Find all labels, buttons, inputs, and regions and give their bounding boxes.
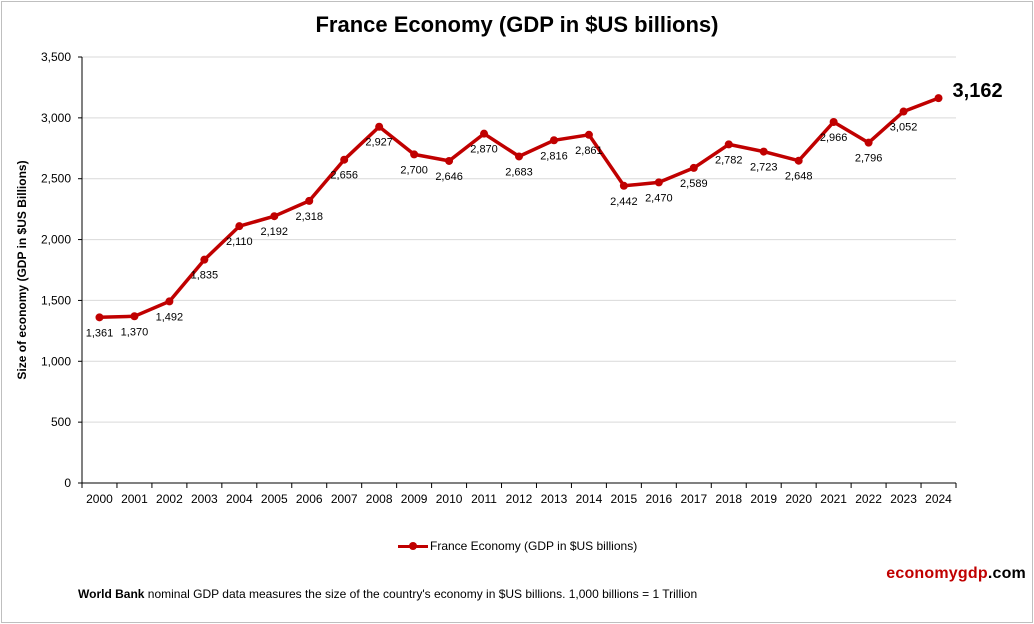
data-label: 1,835 <box>191 270 219 282</box>
x-tick-label: 2008 <box>366 492 393 506</box>
data-point <box>480 129 489 138</box>
data-point <box>305 196 314 205</box>
x-tick-label: 2014 <box>576 492 603 506</box>
x-tick-label: 2019 <box>750 492 777 506</box>
data-label: 2,782 <box>715 154 743 166</box>
brand-part-economy: economy <box>886 565 958 582</box>
y-tick-label: 1,000 <box>41 354 71 368</box>
data-label: 2,648 <box>785 171 813 183</box>
data-point <box>584 130 593 139</box>
x-tick-label: 2005 <box>261 492 288 506</box>
data-point <box>759 147 768 156</box>
data-point <box>515 152 523 161</box>
y-tick-label: 3,500 <box>41 50 71 64</box>
data-label: 2,683 <box>505 166 533 178</box>
footer-text: nominal GDP data measures the size of th… <box>144 587 698 601</box>
y-tick-label: 2,000 <box>41 233 71 247</box>
data-point <box>375 122 384 131</box>
x-tick-label: 2010 <box>436 492 463 506</box>
x-tick-label: 2007 <box>331 492 358 506</box>
y-tick-label: 3,000 <box>41 111 71 125</box>
x-tick-label: 2009 <box>401 492 428 506</box>
data-label: 2,656 <box>330 170 358 182</box>
x-tick-label: 2023 <box>890 492 917 506</box>
brand-logo: economygdp.com <box>886 565 1026 583</box>
data-label: 2,870 <box>470 144 498 156</box>
legend: France Economy (GDP in $US billions) <box>398 539 637 553</box>
x-tick-label: 2021 <box>820 492 847 506</box>
data-label: 1,492 <box>156 311 184 323</box>
data-point <box>654 178 663 187</box>
x-tick-label: 2003 <box>191 492 218 506</box>
x-tick-label: 2000 <box>86 492 113 506</box>
footer-source: World Bank <box>78 587 145 601</box>
x-tick-label: 2018 <box>715 492 742 506</box>
data-label: 2,192 <box>261 226 289 238</box>
chart-title: France Economy (GDP in $US billions) <box>315 12 719 37</box>
x-tick-label: 2024 <box>925 492 952 506</box>
data-point <box>235 222 244 231</box>
x-tick-label: 2006 <box>296 492 323 506</box>
data-label: 1,361 <box>86 327 114 339</box>
data-label-highlight: 3,162 <box>953 80 1003 102</box>
x-tick-label: 2012 <box>506 492 533 506</box>
data-point <box>899 107 908 116</box>
brand-part-com: .com <box>987 565 1026 582</box>
x-tick-label: 2002 <box>156 492 183 506</box>
x-tick-label: 2001 <box>121 492 148 506</box>
data-label: 2,700 <box>400 164 428 176</box>
data-label: 2,966 <box>820 132 848 144</box>
x-tick-label: 2015 <box>611 492 638 506</box>
data-label: 2,796 <box>855 153 883 165</box>
data-label: 2,110 <box>226 236 253 248</box>
x-tick-label: 2013 <box>541 492 568 506</box>
y-tick-label: 0 <box>64 476 71 490</box>
x-tick-label: 2016 <box>645 492 672 506</box>
y-axis-title: Size of economy (GDP in $US Billions) <box>15 160 29 379</box>
legend-label: France Economy (GDP in $US billions) <box>430 539 638 553</box>
data-label: 2,442 <box>610 196 638 208</box>
data-label: 1,370 <box>121 326 149 338</box>
legend-swatch <box>398 540 428 552</box>
data-label: 2,927 <box>365 137 393 149</box>
data-label: 2,318 <box>295 211 323 223</box>
data-point <box>445 156 454 165</box>
data-point <box>410 150 419 159</box>
x-tick-label: 2022 <box>855 492 882 506</box>
data-point <box>794 156 803 165</box>
series-line <box>97 96 941 320</box>
data-label: 2,816 <box>540 150 568 162</box>
data-label: 2,589 <box>680 178 708 190</box>
data-point <box>549 136 558 145</box>
data-label: 2,470 <box>645 192 673 204</box>
data-point <box>619 181 628 190</box>
data-label: 2,646 <box>435 171 463 183</box>
data-point <box>130 312 139 321</box>
y-tick-label: 1,500 <box>41 293 71 307</box>
data-point <box>165 297 174 306</box>
brand-part-gdp: gdp <box>957 565 988 582</box>
data-label: 2,723 <box>750 162 778 174</box>
data-point <box>270 212 279 221</box>
x-tick-label: 2011 <box>471 492 497 506</box>
data-point <box>829 117 838 126</box>
x-tick-label: 2020 <box>785 492 812 506</box>
x-tick-label: 2017 <box>680 492 707 506</box>
data-point <box>340 155 349 164</box>
data-point <box>864 138 873 147</box>
data-point <box>689 163 698 172</box>
footer-note: World Bank nominal GDP data measures the… <box>78 587 697 601</box>
y-tick-label: 500 <box>51 415 71 429</box>
y-tick-label: 2,500 <box>41 172 71 186</box>
data-point <box>724 140 733 149</box>
x-tick-label: 2004 <box>226 492 253 506</box>
data-point <box>200 255 209 264</box>
data-label: 2,861 <box>575 145 603 157</box>
data-label: 3,052 <box>890 122 918 134</box>
data-point <box>95 313 104 322</box>
data-point <box>934 94 943 103</box>
